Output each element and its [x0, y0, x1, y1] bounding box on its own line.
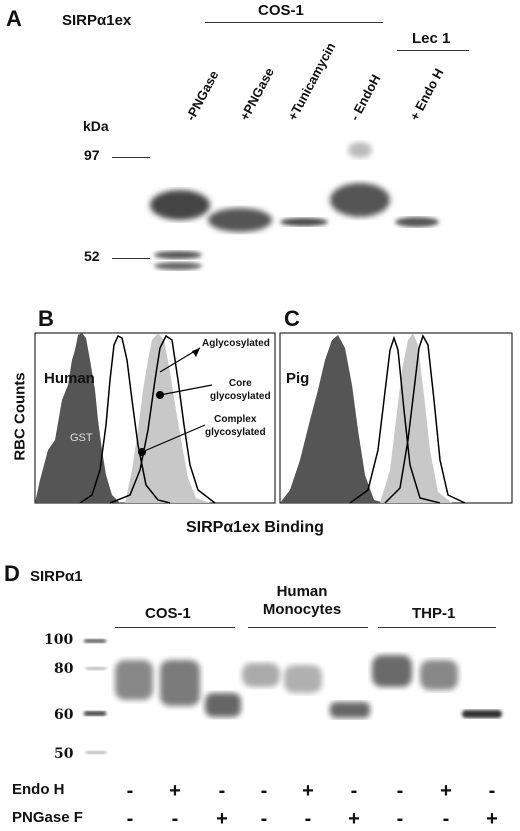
sign-r1-c3: -: [218, 780, 226, 802]
annotation-arrows: [138, 347, 213, 456]
band-d-lane1: [115, 660, 153, 700]
sign-r1-c4: -: [260, 780, 268, 802]
ladder-band-50: [86, 751, 106, 754]
hist-b-agly-line: [109, 334, 216, 504]
sign-r2-c4: -: [260, 808, 268, 830]
panel-c-letter: C: [284, 306, 300, 331]
sign-r1-c6: -: [350, 780, 358, 802]
band-a-lane4: [330, 183, 390, 217]
band-d-lane7: [372, 655, 412, 687]
sign-r2-c2: -: [171, 808, 179, 830]
band-a-lane4-faint: [348, 142, 372, 158]
panel-b-letter: B: [38, 306, 54, 331]
marker-52: 52: [84, 248, 100, 264]
group-label-d-cos1: COS-1: [145, 605, 191, 622]
hist-c-gst-fill: [280, 335, 385, 503]
marker-tick-52: [112, 258, 150, 259]
x-axis-label-binding: SIRPα1ex Binding: [186, 519, 324, 536]
group-label-cos1: COS-1: [258, 2, 304, 19]
group-line-d-cos1: [115, 627, 235, 628]
group-label-lec1: Lec 1: [412, 30, 451, 47]
row-label-endoh: Endo H: [12, 781, 65, 798]
annotation-core: Core glycosylated: [210, 378, 271, 402]
hist-b-core-line: [79, 334, 171, 504]
ladder-band-80: [86, 667, 106, 670]
ladder-band-60: [84, 711, 106, 716]
panel-d-title: SIRPα1: [30, 568, 83, 585]
group-line-d-monocytes: [248, 627, 368, 628]
hist-b-complex-fill: [125, 333, 210, 503]
row-label-pngasef: PNGase F: [12, 809, 83, 826]
group-line-d-thp1: [378, 627, 496, 628]
hist-c-agly-line: [384, 334, 466, 504]
band-d-lane4: [242, 663, 280, 687]
band-d-lane5: [284, 665, 322, 693]
marker-d-60: 60: [54, 707, 74, 723]
marker-d-80: 80: [54, 661, 74, 677]
species-label-pig: Pig: [286, 370, 310, 387]
marker-tick-97: [112, 157, 150, 158]
sign-r2-c7: -: [396, 808, 404, 830]
band-d-lane8: [420, 660, 458, 690]
sign-r2-c5: -: [304, 808, 312, 830]
sign-r2-c9: +: [486, 808, 498, 830]
band-d-lane9: [462, 710, 502, 718]
kda-label: kDa: [83, 118, 109, 134]
group-line-cos1: [205, 22, 383, 23]
hist-b-gst-fill: [35, 333, 120, 503]
sign-r2-c1: -: [126, 808, 134, 830]
band-d-lane6: [330, 702, 370, 718]
annotation-complex: Complex glycosylated: [205, 414, 266, 438]
annotation-aglycosylated: Aglycosylated: [202, 338, 270, 349]
sign-r1-c2: +: [169, 780, 181, 802]
western-blot-a: [150, 142, 439, 270]
marker-d-50: 50: [54, 746, 74, 762]
group-label-d-thp1: THP-1: [412, 605, 456, 622]
sign-r1-c9: -: [488, 780, 496, 802]
band-a-lane5: [395, 217, 439, 227]
panel-d-letter: D: [4, 561, 20, 586]
species-label-human: Human: [44, 370, 95, 387]
ladder-band-100: [84, 639, 106, 643]
sign-r2-c3: +: [216, 808, 228, 830]
band-d-lane2: [160, 660, 200, 706]
sign-r1-c1: -: [126, 780, 134, 802]
histogram-b: [34, 332, 513, 504]
band-d-lane3: [205, 693, 241, 717]
sign-r2-c6: +: [348, 808, 360, 830]
group-line-lec1: [397, 50, 469, 51]
panel-a-letter: A: [6, 6, 22, 31]
hist-c-core-line: [349, 335, 441, 504]
band-a-lane3: [280, 218, 328, 226]
band-a-lane1-main: [150, 190, 210, 220]
marker-97: 97: [84, 147, 100, 163]
gst-label: GST: [70, 432, 93, 444]
sign-r1-c8: +: [440, 780, 452, 802]
band-a-lane2: [208, 208, 272, 232]
panel-a-title: SIRPα1ex: [62, 12, 132, 29]
marker-d-100: 100: [44, 632, 74, 648]
hist-c-complex-fill: [380, 333, 452, 503]
sign-r1-c7: -: [396, 780, 404, 802]
band-a-lane1-low2: [154, 262, 202, 270]
sign-r2-c8: -: [442, 808, 450, 830]
group-label-d-monocytes: Human Monocytes: [262, 583, 342, 618]
band-a-lane1-low1: [154, 251, 202, 259]
sign-r1-c5: +: [302, 780, 314, 802]
